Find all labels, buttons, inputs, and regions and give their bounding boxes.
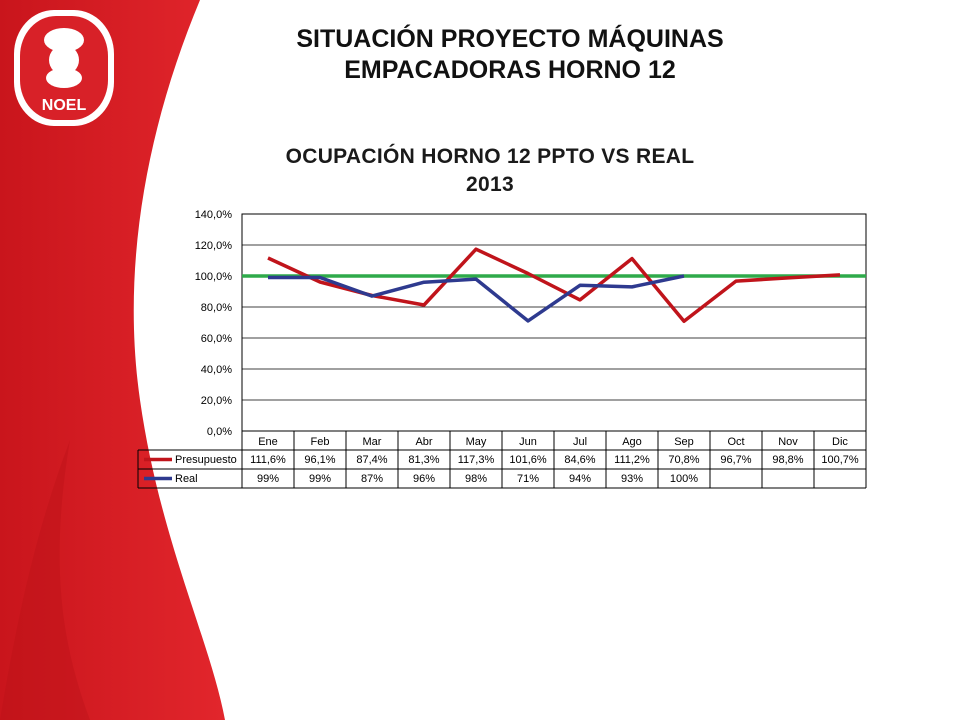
x-tick-label: Jul — [573, 436, 587, 448]
data-label: 70,8% — [668, 454, 699, 466]
legend-label: Presupuesto — [175, 454, 237, 466]
data-label: 117,3% — [458, 454, 495, 466]
logo-text: NOEL — [42, 97, 87, 114]
y-tick-label: 100,0% — [195, 271, 233, 283]
x-tick-label: Mar — [363, 436, 382, 448]
data-label: 111,2% — [614, 454, 650, 466]
y-tick-label: 140,0% — [195, 209, 233, 221]
data-label: 100,7% — [821, 454, 859, 466]
y-tick-label: 80,0% — [201, 302, 232, 314]
y-tick-label: 120,0% — [195, 240, 233, 252]
y-tick-label: 40,0% — [201, 364, 232, 376]
data-label: 93% — [621, 473, 643, 485]
x-tick-label: May — [466, 436, 487, 448]
chart-title-line-2: 2013 — [466, 173, 514, 196]
data-label: 98,8% — [772, 454, 803, 466]
x-tick-label: Dic — [832, 436, 848, 448]
data-label: 99% — [309, 473, 331, 485]
data-label: 87% — [361, 473, 383, 485]
slide-title: SITUACIÓN PROYECTO MÁQUINAS EMPACADORAS … — [230, 24, 790, 86]
data-label: 101,6% — [509, 454, 547, 466]
slide-title-line-2: EMPACADORAS HORNO 12 — [344, 56, 676, 84]
legend-label: Real — [175, 473, 198, 485]
y-tick-label: 0,0% — [207, 426, 232, 438]
x-tick-label: Oct — [727, 436, 744, 448]
data-label: 99% — [257, 473, 279, 485]
data-label: 111,6% — [250, 454, 286, 466]
data-label: 84,6% — [564, 454, 595, 466]
x-tick-label: Feb — [311, 436, 330, 448]
data-label: 96% — [413, 473, 435, 485]
data-label: 96,7% — [720, 454, 751, 466]
data-label: 87,4% — [356, 454, 387, 466]
y-tick-label: 60,0% — [201, 333, 232, 345]
data-label: 96,1% — [304, 454, 335, 466]
data-label: 81,3% — [408, 454, 439, 466]
chart-title-line-1: OCUPACIÓN HORNO 12 PPTO VS REAL — [285, 145, 695, 168]
data-label: 100% — [670, 473, 698, 485]
series-line-real — [268, 274, 685, 323]
data-label: 71% — [517, 473, 539, 485]
x-tick-label: Ene — [258, 436, 278, 448]
chart-title: OCUPACIÓN HORNO 12 PPTO VS REAL 2013 — [240, 143, 740, 199]
x-tick-label: Ago — [622, 436, 642, 448]
y-tick-label: 20,0% — [201, 395, 232, 407]
slide-title-line-1: SITUACIÓN PROYECTO MÁQUINAS — [296, 25, 724, 53]
data-label: 94% — [569, 473, 591, 485]
data-label: 98% — [465, 473, 487, 485]
x-tick-label: Nov — [778, 436, 798, 448]
x-tick-label: Jun — [519, 436, 537, 448]
x-tick-label: Sep — [674, 436, 694, 448]
x-tick-label: Abr — [415, 436, 432, 448]
plot-area — [241, 213, 867, 432]
noel-logo: NOEL — [8, 6, 120, 130]
